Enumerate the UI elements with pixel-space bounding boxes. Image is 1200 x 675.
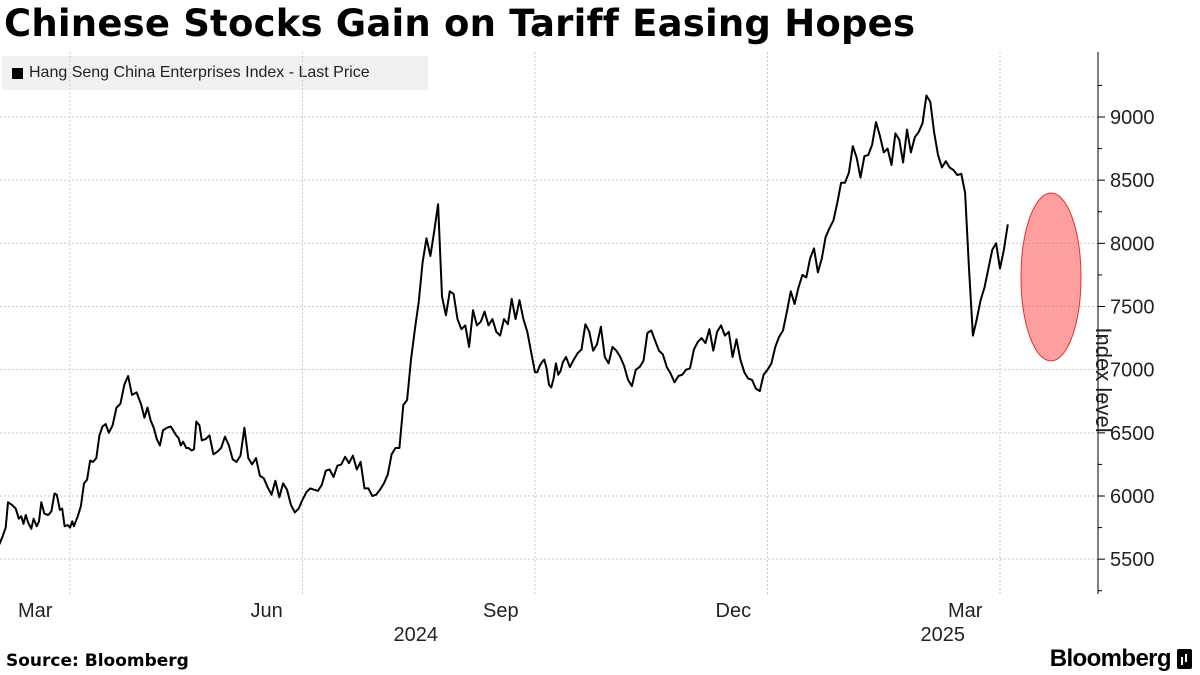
y-tick-label: 6000: [1110, 486, 1155, 508]
x-tick-label: Mar: [18, 600, 53, 622]
bloomberg-icon: [1177, 649, 1192, 669]
x-tick-label: Jun: [251, 600, 283, 622]
y-tick-label: 7500: [1110, 297, 1155, 319]
y-tick-label: 8500: [1110, 170, 1155, 192]
legend: Hang Seng China Enterprises Index - Last…: [2, 56, 428, 90]
axes: 5500 6000 6500 7000 7500 8000 8500 9000 Mar Jun Se…: [18, 52, 1155, 646]
y-tick-label: 5500: [1110, 549, 1155, 571]
brand-logo: Bloomberg: [1050, 645, 1192, 673]
x-year-label: 2024: [394, 624, 439, 646]
series-line: [0, 94, 1009, 545]
y-tick-label: 6500: [1110, 423, 1155, 445]
highlight-ellipse: [1020, 192, 1082, 362]
highlight-layer: [1020, 192, 1082, 362]
series-layer: [0, 94, 1009, 545]
chart-title: Chinese Stocks Gain on Tariff Easing Hop…: [4, 2, 916, 45]
x-tick-label: Dec: [716, 600, 752, 622]
x-tick-label: Sep: [483, 600, 519, 622]
y-tick-label: 8000: [1110, 233, 1155, 255]
y-tick-label: 9000: [1110, 107, 1155, 129]
legend-label: Hang Seng China Enterprises Index - Last…: [29, 64, 370, 81]
x-year-label: 2025: [921, 624, 966, 646]
legend-swatch: [12, 67, 23, 79]
brand-wordmark: Bloomberg: [1049, 645, 1172, 672]
y-tick-label: 7000: [1110, 360, 1155, 382]
source-note: Source: Bloomberg: [6, 651, 189, 671]
x-tick-label: Mar: [948, 600, 983, 622]
y-axis-label: Index level: [1091, 327, 1116, 433]
grid-lines: [0, 52, 1098, 594]
